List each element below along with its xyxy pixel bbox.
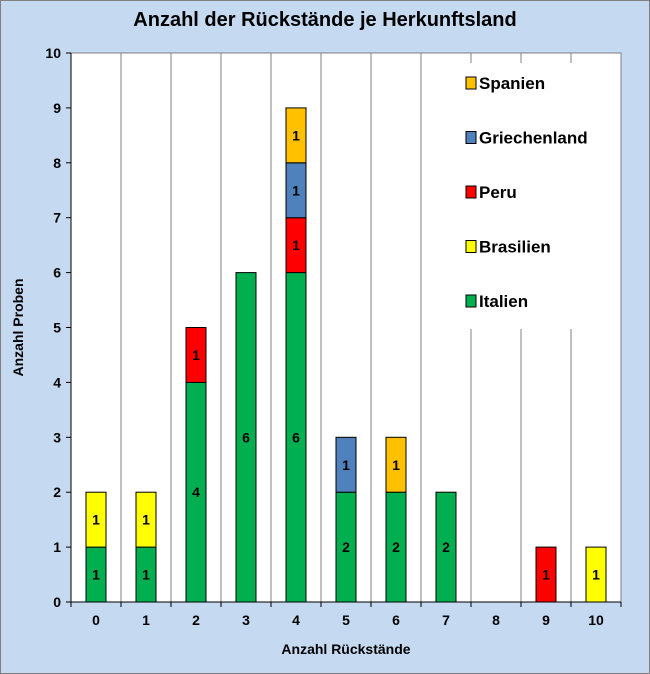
data-label: 1 xyxy=(392,457,400,473)
x-tick-label: 6 xyxy=(392,612,400,628)
legend-swatch xyxy=(465,240,477,253)
x-axis-title: Anzahl Rückstände xyxy=(281,641,410,657)
data-label: 2 xyxy=(342,539,350,555)
data-label: 1 xyxy=(142,512,150,528)
bar-segment xyxy=(85,491,107,548)
data-label: 1 xyxy=(292,237,300,253)
bar-segment xyxy=(385,436,407,493)
x-tick-label: 5 xyxy=(342,612,350,628)
legend-swatch xyxy=(465,76,477,90)
x-tick-label: 3 xyxy=(242,612,250,628)
chart-title: Anzahl der Rückstände je Herkunftsland xyxy=(133,9,517,31)
x-tick-label: 8 xyxy=(492,612,500,628)
legend-label: Griechenland xyxy=(479,129,588,148)
bar-segment xyxy=(235,272,257,603)
data-label: 6 xyxy=(292,429,300,445)
y-tick-label: 9 xyxy=(53,100,61,116)
y-tick-label: 4 xyxy=(53,374,61,390)
data-label: 1 xyxy=(142,567,150,583)
y-axis-title: Anzahl Proben xyxy=(10,278,26,376)
y-tick-label: 7 xyxy=(53,210,61,226)
data-label: 4 xyxy=(192,484,200,500)
x-tick-label: 0 xyxy=(92,612,100,628)
legend-label: Spanien xyxy=(479,74,545,93)
data-label: 1 xyxy=(192,347,200,363)
bar-segment xyxy=(285,107,307,164)
x-tick-label: 4 xyxy=(292,612,300,628)
data-label: 2 xyxy=(442,539,450,555)
x-tick-label: 2 xyxy=(192,612,200,628)
bar-segment xyxy=(435,491,457,603)
data-label: 1 xyxy=(92,512,100,528)
legend-swatch xyxy=(465,185,477,199)
bar-segment xyxy=(335,436,357,493)
legend-swatch xyxy=(465,294,477,308)
legend-swatch xyxy=(465,131,477,144)
legend-label: Brasilien xyxy=(479,238,551,257)
bar-segment xyxy=(535,546,557,603)
data-label: 1 xyxy=(542,567,550,583)
data-label: 2 xyxy=(392,539,400,555)
data-label: 1 xyxy=(292,182,300,198)
legend-label: Italien xyxy=(479,292,528,311)
x-tick-label: 1 xyxy=(142,612,150,628)
data-label: 1 xyxy=(92,567,100,583)
x-tick-label: 10 xyxy=(588,612,604,628)
data-label: 1 xyxy=(592,567,600,583)
bar-segment xyxy=(585,546,607,603)
data-label: 1 xyxy=(292,127,300,143)
y-tick-label: 2 xyxy=(53,484,61,500)
legend-label: Peru xyxy=(479,183,517,202)
y-tick-label: 0 xyxy=(53,594,61,610)
bar-segment xyxy=(185,327,207,383)
y-tick-label: 10 xyxy=(45,45,61,61)
y-tick-label: 3 xyxy=(53,429,61,445)
data-label: 6 xyxy=(242,429,250,445)
y-tick-label: 5 xyxy=(53,320,61,336)
data-label: 1 xyxy=(342,457,350,473)
y-tick-label: 6 xyxy=(53,265,61,281)
x-tick-label: 7 xyxy=(442,612,450,628)
bar-segment xyxy=(135,491,157,548)
y-tick-label: 8 xyxy=(53,155,61,171)
y-tick-label: 1 xyxy=(53,539,61,555)
x-tick-label: 9 xyxy=(542,612,550,628)
